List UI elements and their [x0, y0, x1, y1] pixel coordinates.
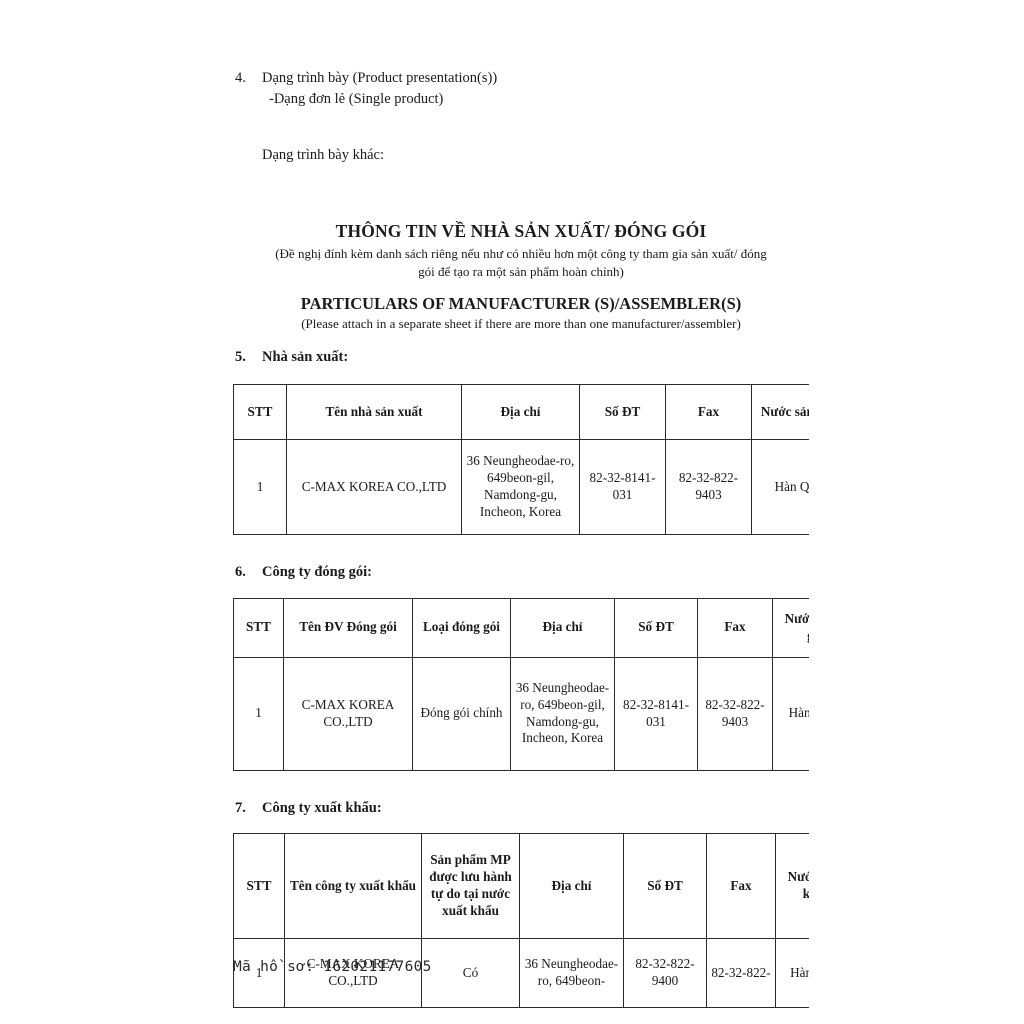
cell-country: Hàn Quốc [772, 656, 809, 771]
col-header-phone: Số ĐT [579, 383, 666, 440]
cell-packager-name: C-MAX KOREA CO.,LTD [283, 656, 413, 771]
cell-stt: 1 [233, 656, 284, 771]
heading-note-en: (Please attach in a separate sheet if th… [301, 316, 741, 332]
col-header-fax: Fax [665, 383, 752, 440]
col-header-packager-name: Tên ĐV Đóng gói [283, 597, 413, 658]
cell-fax: 82-32-822-9403 [665, 438, 752, 535]
packaging-table-wrap: STT Tên ĐV Đóng gói Loại đóng gói Địa ch… [233, 597, 809, 771]
cell-stt: 1 [233, 938, 285, 1009]
cell-phone: 82-32-822-9400 [623, 938, 707, 1009]
cell-packaging-type: Đóng gói chính [412, 656, 511, 771]
col-header-country: Nước sản xuất [751, 383, 809, 440]
col-header-exporter-name: Tên công ty xuất khẩu [284, 833, 422, 940]
table-row: 1 C-MAX KOREA CO.,LTD Có 36 Neungheodae-… [233, 938, 809, 1009]
manufacturer-table-wrap: STT Tên nhà sản xuất Địa chỉ Số ĐT Fax N… [233, 383, 809, 535]
cell-address: 36 Neungheodae-ro, 649beon-gil, Namdong-… [461, 438, 580, 535]
section-7-number: 7. [235, 799, 246, 816]
col-header-address: Địa chỉ [510, 597, 615, 658]
col-header-country: Nước đóng gói [772, 597, 809, 658]
col-header-stt: STT [233, 597, 284, 658]
cell-fax: 82-32-822- [706, 938, 776, 1009]
table-row: 1 C-MAX KOREA CO.,LTD 36 Neungheodae-ro,… [233, 438, 809, 535]
section-6-title: Công ty đóng gói: [262, 563, 372, 580]
col-header-stt: STT [233, 833, 285, 940]
exporter-table: STT Tên công ty xuất khẩu Sản phẩm MP đư… [233, 833, 809, 1009]
record-code: Mã hồ sơ: 162021177605 [233, 959, 432, 975]
col-header-phone: Số ĐT [614, 597, 698, 658]
heading-note-vi-line-2: gói để tạo ra một sản phẩm hoàn chỉnh) [418, 263, 624, 279]
col-header-fax: Fax [697, 597, 773, 658]
document-content: 4. Dạng trình bày (Product presentation(… [233, 0, 809, 1009]
heading-note-vi-line-1: (Đề nghị đính kèm danh sách riêng nếu nh… [275, 246, 767, 262]
col-header-fax: Fax [706, 833, 776, 940]
col-header-address: Địa chỉ [461, 383, 580, 440]
manufacturer-table: STT Tên nhà sản xuất Địa chỉ Số ĐT Fax N… [233, 383, 809, 535]
col-header-address: Địa chỉ [519, 833, 624, 940]
table-header-row: STT Tên nhà sản xuất Địa chỉ Số ĐT Fax N… [233, 383, 809, 440]
col-header-stt: STT [233, 383, 287, 440]
packaging-table: STT Tên ĐV Đóng gói Loại đóng gói Địa ch… [233, 597, 809, 771]
cell-address: 36 Neungheodae-ro, 649beon-gil, Namdong-… [510, 656, 615, 771]
section-5-title: Nhà sản xuất: [262, 349, 349, 366]
section-7: 7. Công ty xuất khẩu: [233, 798, 809, 819]
heading-title-vi: THÔNG TIN VỀ NHÀ SẢN XUẤT/ ĐÓNG GÓI [335, 220, 707, 241]
table-header-row: STT Tên công ty xuất khẩu Sản phẩm MP đư… [233, 833, 809, 940]
cell-address: 36 Neungheodae-ro, 649beon- [519, 938, 624, 1009]
heading-title-en: PARTICULARS OF MANUFACTURER (S)/ASSEMBLE… [300, 293, 742, 313]
section-5: 5. Nhà sản xuất: [233, 347, 809, 368]
section-4-subitem: -Dạng đơn lẻ (Single product) [269, 90, 444, 107]
cell-phone: 82-32-8141-031 [614, 656, 698, 771]
col-header-phone: Số ĐT [623, 833, 707, 940]
heading-note-vi: (Đề nghị đính kèm danh sách riêng nếu nh… [233, 245, 809, 279]
section-4-number: 4. [235, 70, 246, 86]
cell-stt: 1 [233, 438, 287, 535]
col-header-free-sale: Sản phẩm MP được lưu hành tự do tại nước… [421, 833, 520, 940]
table-row: 1 C-MAX KOREA CO.,LTD Đóng gói chính 36 … [233, 656, 809, 771]
exporter-table-wrap: STT Tên công ty xuất khẩu Sản phẩm MP đư… [233, 833, 809, 1009]
section-4-title: Dạng trình bày (Product presentation(s)) [262, 70, 498, 86]
section-7-title: Công ty xuất khẩu: [262, 799, 382, 816]
col-header-packaging-type: Loại đóng gói [412, 597, 511, 658]
cell-free-sale: Có [421, 938, 520, 1009]
cell-country: Hàn Quốc [775, 938, 809, 1009]
cell-fax: 82-32-822-9403 [697, 656, 773, 771]
manufacturer-heading-block: THÔNG TIN VỀ NHÀ SẢN XUẤT/ ĐÓNG GÓI (Đề … [233, 220, 809, 333]
cell-phone: 82-32-8141-031 [579, 438, 666, 535]
section-6-number: 6. [235, 563, 246, 580]
section-5-number: 5. [235, 349, 246, 366]
cell-manufacturer-name: C-MAX KOREA CO.,LTD [286, 438, 462, 535]
col-header-manufacturer-name: Tên nhà sản xuất [286, 383, 462, 440]
section-4: 4. Dạng trình bày (Product presentation(… [233, 68, 809, 109]
section-6: 6. Công ty đóng gói: [233, 562, 809, 583]
table-header-row: STT Tên ĐV Đóng gói Loại đóng gói Địa ch… [233, 597, 809, 658]
col-header-country: Nước xuất khẩu [775, 833, 809, 940]
other-presentation-label: Dạng trình bày khác: [262, 147, 385, 164]
cell-country: Hàn Quốc [751, 438, 809, 535]
